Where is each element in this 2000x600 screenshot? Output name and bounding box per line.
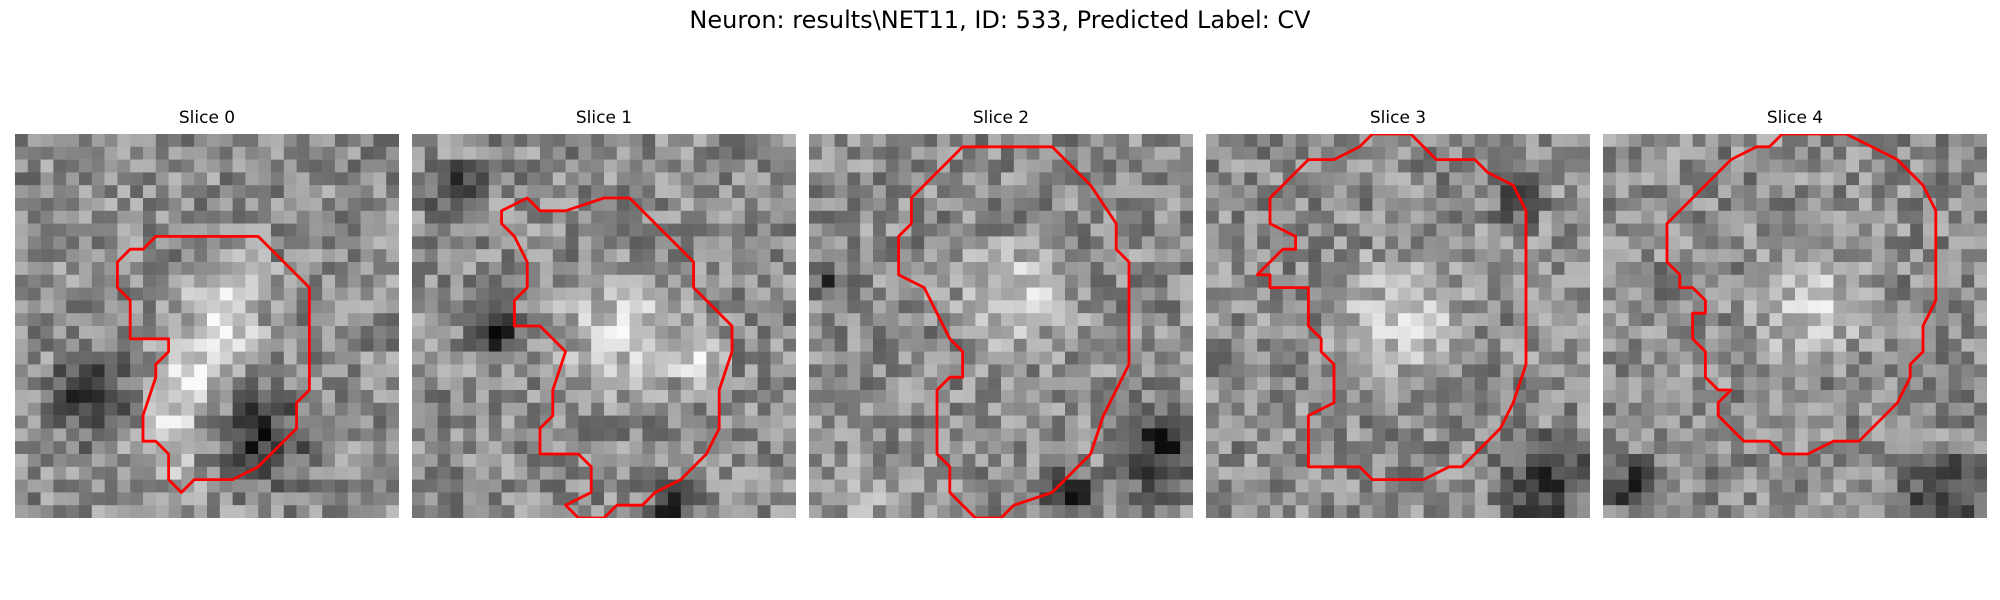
segmentation-outline-2 <box>897 145 1131 518</box>
segmentation-outline-0 <box>115 234 311 494</box>
slice-pixels-3 <box>1206 134 1590 518</box>
segmentation-outline-1 <box>500 196 734 518</box>
slice-pixels-1 <box>412 134 796 518</box>
slice-pixels-2 <box>809 134 1193 518</box>
slice-title-3: Slice 3 <box>1369 108 1427 128</box>
slice-title-1: Slice 1 <box>575 108 633 128</box>
segmentation-outline-3 <box>1255 134 1528 482</box>
slice-pixels-0 <box>15 134 399 518</box>
slice-title-0: Slice 0 <box>178 108 236 128</box>
segmentation-outline-4 <box>1665 134 1938 456</box>
slice-image-4 <box>1603 134 1987 518</box>
figure-title: Neuron: results\NET11, ID: 533, Predicte… <box>689 6 1311 34</box>
slice-image-2 <box>809 134 1193 518</box>
slice-title-4: Slice 4 <box>1766 108 1824 128</box>
slice-pixels-4 <box>1603 134 1987 518</box>
slice-image-3 <box>1206 134 1590 518</box>
slice-image-1 <box>412 134 796 518</box>
slice-title-2: Slice 2 <box>972 108 1030 128</box>
slice-image-0 <box>15 134 399 518</box>
